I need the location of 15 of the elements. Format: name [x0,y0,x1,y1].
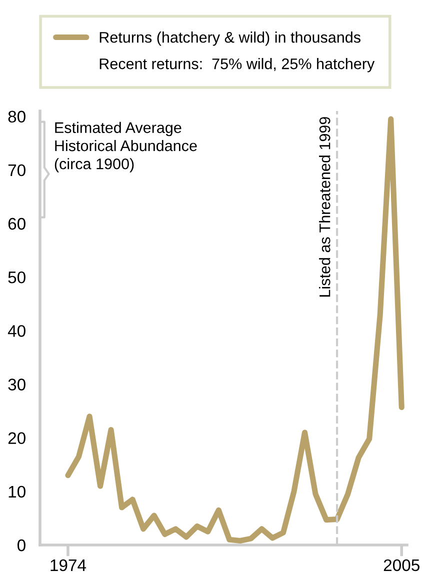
ref-line-label: Listed as Threatened 1999 [319,117,330,297]
text: Recent returns: 75% wild, 25% hatchery [100,58,375,72]
y-tick-label: 10 [8,486,26,498]
x-tick-label: 2005 [384,559,420,572]
x-tick-label: 1974 [50,559,86,572]
legend-label: Returns (hatchery & wild) in thousands [100,32,360,46]
y-tick-label: 0 [17,539,26,552]
y-tick-label: 60 [8,218,26,230]
y-tick-label: 70 [8,164,26,176]
y-tick-label: 40 [8,325,26,337]
y-tick-label: 50 [8,272,26,284]
y-tick-label: 20 [8,432,26,444]
y-tick-label: 30 [8,378,26,390]
annotation: Estimated Average Historical Abundance (circa 1900) [54,122,197,172]
y-tick-label: 80 [8,110,26,123]
